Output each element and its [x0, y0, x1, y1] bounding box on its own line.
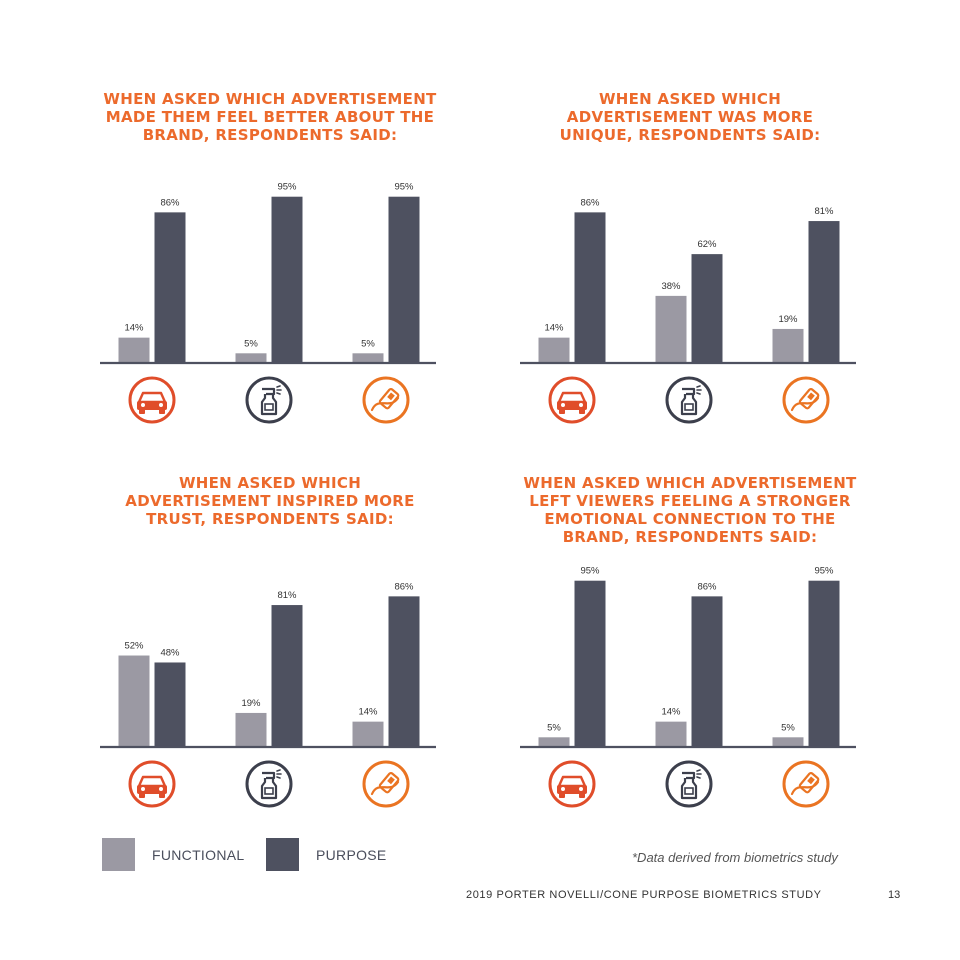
bar-data-label: 95% [277, 182, 297, 193]
bar-functional [118, 337, 150, 362]
bar-data-label: 86% [160, 197, 180, 208]
chart-title-line: TRUST, RESPONDENTS SAID: [146, 510, 394, 528]
bar-purpose [271, 196, 303, 362]
chart-title-line: WHEN ASKED WHICH [178, 474, 362, 492]
bar-data-label: 38% [661, 281, 681, 292]
bar-chart: 5% 95% 14% 86% 5% 95% [520, 566, 856, 808]
legend-label-functional: FUNCTIONAL [152, 847, 245, 863]
seatbelt-icon [362, 376, 410, 424]
car-icon [548, 760, 596, 808]
bar-data-label: 14% [358, 707, 378, 718]
bar-data-label: 81% [814, 206, 834, 217]
chart-title-line: WHEN ASKED WHICH ADVERTISEMENT [103, 90, 437, 108]
chart-title-line: WHEN ASKED WHICH ADVERTISEMENT [523, 474, 857, 492]
chart-title: WHEN ASKED WHICH ADVERTISEMENT WAS MORE UN… [520, 90, 860, 144]
bar-data-label: 5% [361, 338, 375, 349]
bar-functional [538, 337, 570, 362]
chart-title: WHEN ASKED WHICH ADVERTISEMENT MADE THEM … [100, 90, 440, 144]
bar-purpose [154, 662, 186, 746]
legend-label-purpose: PURPOSE [316, 847, 387, 863]
chart-title-line: ADVERTISEMENT INSPIRED MORE [125, 492, 415, 510]
bar-functional [772, 328, 804, 362]
bar-data-label: 5% [547, 722, 561, 733]
bar-functional [235, 353, 267, 362]
bar-data-label: 95% [394, 182, 414, 193]
seatbelt-icon [782, 376, 830, 424]
seatbelt-icon [362, 760, 410, 808]
bar-data-label: 86% [394, 581, 414, 592]
chart-title-line: BRAND, RESPONDENTS SAID: [142, 126, 398, 144]
chart-title-line: EMOTIONAL CONNECTION TO THE [544, 510, 836, 528]
bar-purpose [808, 580, 840, 746]
bar-functional [655, 721, 687, 746]
chart-title-line: UNIQUE, RESPONDENTS SAID: [559, 126, 821, 144]
bar-data-label: 95% [580, 566, 600, 577]
bar-data-label: 5% [781, 722, 795, 733]
bar-chart: 14% 86% 5% 95% 5% 95% [100, 182, 436, 424]
bar-chart: 14% 86% 38% 62% 19% 81% [520, 197, 856, 424]
footer-study-title: 2019 PORTER NOVELLI/CONE PURPOSE BIOMETR… [466, 889, 822, 901]
legend-swatch-purpose [266, 838, 299, 871]
bar-data-label: 14% [124, 323, 144, 334]
bar-data-label: 81% [277, 590, 297, 601]
bar-data-label: 52% [124, 641, 144, 652]
bar-data-label: 5% [244, 338, 258, 349]
car-icon [548, 376, 596, 424]
bar-purpose [388, 596, 420, 746]
car-icon [128, 760, 176, 808]
chart-title-line: BRAND, RESPONDENTS SAID: [562, 528, 818, 546]
chart-title: WHEN ASKED WHICH ADVERTISEMENT LEFT VIEWE… [520, 474, 860, 546]
seatbelt-icon [782, 760, 830, 808]
spray-bottle-icon [245, 376, 293, 424]
chart-title: WHEN ASKED WHICH ADVERTISEMENT INSPIRED M… [100, 474, 440, 528]
bar-data-label: 19% [241, 698, 261, 709]
bar-purpose [691, 254, 723, 362]
bar-purpose [808, 221, 840, 362]
bar-data-label: 14% [661, 707, 681, 718]
bar-functional [352, 353, 384, 362]
bar-data-label: 19% [778, 314, 798, 325]
bar-purpose [271, 605, 303, 746]
bar-data-label: 95% [814, 566, 834, 577]
bar-functional [655, 295, 687, 362]
bar-functional [118, 655, 150, 746]
bar-purpose [574, 212, 606, 362]
bar-data-label: 86% [697, 581, 717, 592]
spray-bottle-icon [665, 376, 713, 424]
bar-purpose [154, 212, 186, 362]
bar-data-label: 86% [580, 197, 600, 208]
chart-title-line: MADE THEM FEEL BETTER ABOUT THE [105, 108, 435, 126]
spray-bottle-icon [665, 760, 713, 808]
bar-purpose [574, 580, 606, 746]
bar-functional [772, 737, 804, 746]
bar-data-label: 62% [697, 239, 717, 250]
bar-functional [538, 737, 570, 746]
chart-title-line: LEFT VIEWERS FEELING A STRONGER [529, 492, 851, 510]
bar-chart: 52% 48% 19% 81% 14% 86% [100, 581, 436, 808]
car-icon [128, 376, 176, 424]
bar-purpose [691, 596, 723, 746]
legend-swatch-functional [102, 838, 135, 871]
page-number: 13 [888, 889, 901, 901]
bar-data-label: 14% [544, 323, 564, 334]
bar-data-label: 48% [160, 647, 180, 658]
chart-title-line: ADVERTISEMENT WAS MORE [566, 108, 814, 126]
bar-functional [235, 712, 267, 746]
bar-functional [352, 721, 384, 746]
bar-purpose [388, 196, 420, 362]
spray-bottle-icon [245, 760, 293, 808]
chart-title-line: WHEN ASKED WHICH [598, 90, 782, 108]
footnote: *Data derived from biometrics study [632, 850, 838, 865]
